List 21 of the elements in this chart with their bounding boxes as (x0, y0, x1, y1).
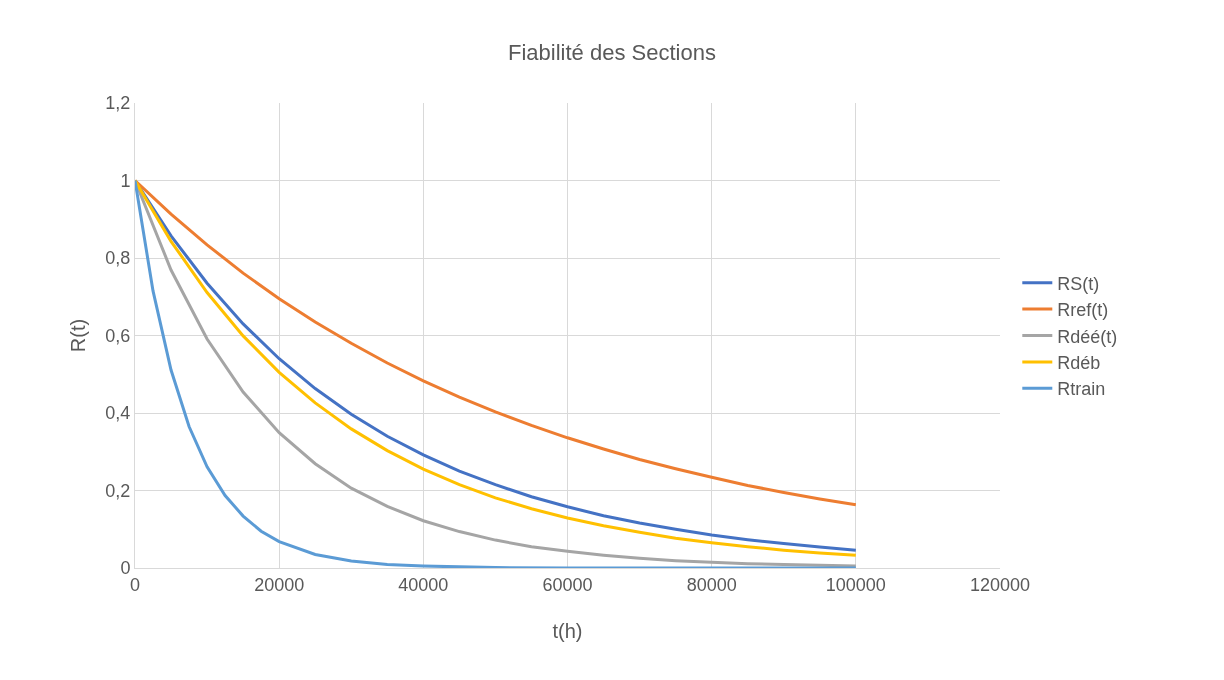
legend-label: Rdéb (1057, 352, 1101, 373)
y-tick-label: 0,4 (105, 403, 131, 424)
y-tick-label: 0 (120, 558, 131, 579)
legend-label: Rref(t) (1057, 300, 1109, 321)
x-tick-label: 40000 (398, 574, 449, 595)
x-tick-label: 80000 (686, 574, 737, 595)
legend-label: RS(t) (1057, 273, 1100, 294)
y-tick-label: 1 (120, 170, 131, 191)
y-axis-title: R(t) (67, 318, 89, 353)
x-tick-label: 120000 (969, 574, 1031, 595)
y-tick-label: 0,8 (105, 248, 131, 269)
chart-title: Fiabilité des Sections (508, 39, 716, 65)
x-tick-label: 100000 (825, 574, 886, 595)
y-tick-label: 0,6 (105, 325, 131, 346)
x-tick-label: 60000 (542, 574, 593, 595)
legend-label: Rtrain (1057, 379, 1106, 400)
x-tick-label: 20000 (254, 574, 305, 595)
x-axis-title: t(h) (552, 620, 583, 642)
legend-label: Rdéé(t) (1057, 326, 1118, 347)
y-tick-label: 0,2 (105, 480, 131, 501)
y-tick-label: 1,2 (105, 93, 131, 114)
